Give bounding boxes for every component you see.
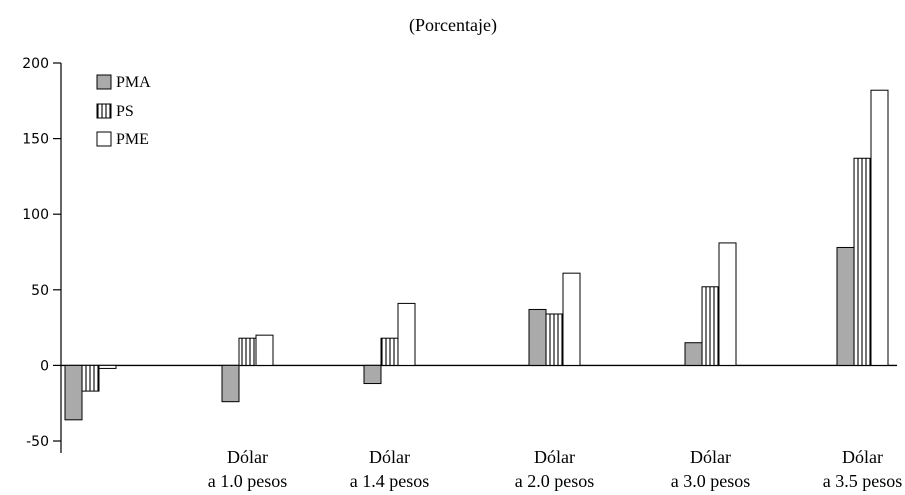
bar-pme — [397, 302, 416, 366]
category-label: Dólar — [369, 447, 410, 467]
bar-ps — [238, 337, 257, 366]
bar-pma — [64, 364, 83, 421]
category-label: Dólar — [690, 447, 731, 467]
y-tick-label: -50 — [26, 434, 49, 450]
category-label: a 2.0 pesos — [515, 471, 595, 491]
bar-pma — [836, 246, 855, 366]
bar-pma — [221, 364, 240, 403]
bar-ps — [545, 313, 564, 366]
legend-label-pme: PME — [116, 131, 149, 148]
bar-pme — [98, 364, 117, 369]
legend-swatch-ps — [96, 103, 112, 119]
y-tick-label: 200 — [22, 56, 49, 72]
y-tick-label: 50 — [31, 283, 49, 299]
bar-ps — [81, 364, 100, 392]
legend-swatch-pma — [96, 74, 112, 90]
y-tick-label: 0 — [40, 358, 49, 374]
category-label: a 3.0 pesos — [671, 471, 751, 491]
y-tick-label: 100 — [22, 207, 49, 223]
bar-pme — [718, 242, 737, 366]
bar-ps — [701, 286, 720, 366]
legend-label-ps: PS — [116, 103, 134, 120]
bar-pme — [870, 89, 889, 366]
bar-ps — [380, 337, 399, 366]
bar-pma — [684, 342, 703, 366]
legend-label-pma: PMA — [116, 74, 151, 91]
y-tick-label: 150 — [22, 132, 49, 148]
chart-subtitle: (Porcentaje) — [409, 15, 497, 36]
category-label: a 1.0 pesos — [208, 471, 288, 491]
bar-pma — [528, 308, 547, 366]
bar-pme — [255, 334, 274, 366]
category-label: Dólar — [534, 447, 575, 467]
category-label: a 3.5 pesos — [823, 471, 903, 491]
category-label: Dólar — [842, 447, 883, 467]
bar-pme — [562, 272, 581, 366]
category-label: Dólar — [227, 447, 268, 467]
category-label: a 1.4 pesos — [350, 471, 430, 491]
bar-ps — [853, 157, 872, 366]
bar-pma — [363, 364, 382, 385]
legend-swatch-pme — [96, 131, 112, 147]
